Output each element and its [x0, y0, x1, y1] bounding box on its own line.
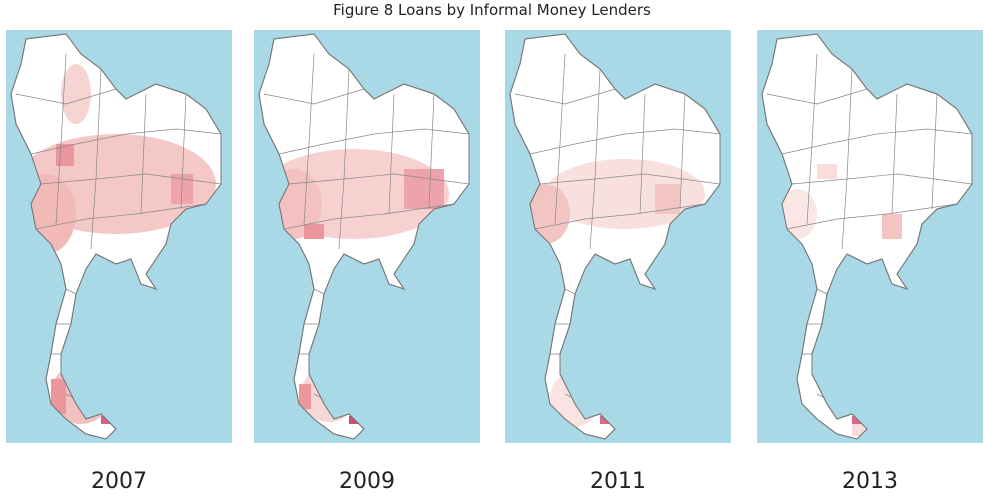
figure-title: Figure 8 Loans by Informal Money Lenders — [333, 1, 651, 19]
map-label: 2011 — [590, 469, 646, 494]
map-panel — [505, 30, 731, 443]
map-panel — [6, 30, 232, 443]
map-panel — [757, 30, 983, 443]
map-label: 2013 — [842, 469, 898, 494]
map-label: 2009 — [339, 469, 395, 494]
map-panel — [254, 30, 480, 443]
map-label: 2007 — [91, 469, 147, 494]
